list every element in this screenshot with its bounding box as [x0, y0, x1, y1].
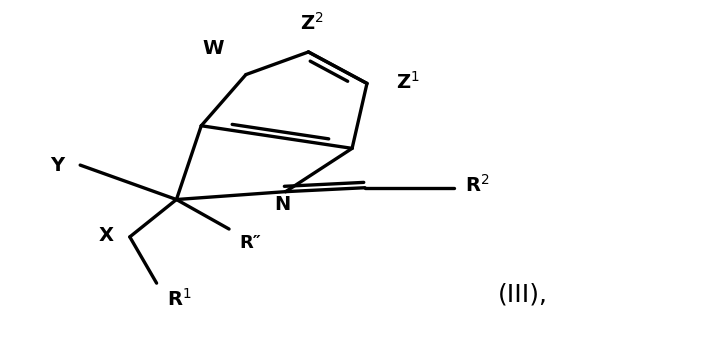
Text: Y: Y: [50, 155, 64, 175]
Text: R$^2$: R$^2$: [465, 174, 490, 195]
Text: Z$^2$: Z$^2$: [300, 12, 324, 33]
Text: X: X: [99, 226, 114, 245]
Text: (III),: (III),: [498, 283, 548, 307]
Text: R″: R″: [240, 234, 261, 252]
Text: W: W: [202, 39, 224, 58]
Text: N: N: [274, 195, 290, 214]
Text: Z$^1$: Z$^1$: [396, 71, 419, 93]
Text: R$^1$: R$^1$: [167, 288, 192, 310]
